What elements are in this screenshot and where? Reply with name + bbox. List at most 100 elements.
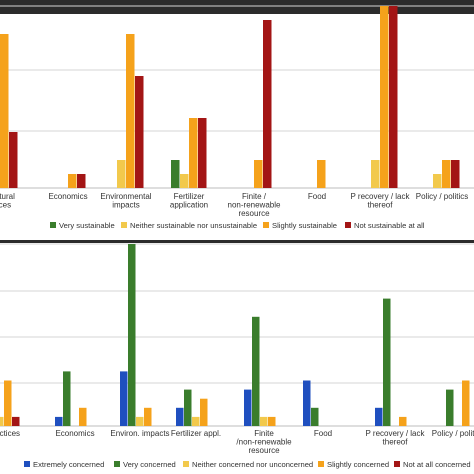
category-label: …eractices <box>0 429 20 438</box>
bar <box>192 416 200 426</box>
bar <box>120 371 128 426</box>
bar <box>383 298 391 426</box>
bar <box>9 132 18 188</box>
bar <box>317 160 326 188</box>
category-label-line: …ices <box>0 201 11 210</box>
bar <box>260 416 268 426</box>
category-label-line: Fertilizer <box>174 192 205 201</box>
bar <box>451 160 460 188</box>
bar <box>189 118 198 188</box>
category-label: P recovery / lack thereof <box>351 192 411 210</box>
category-label-line: non-renewable <box>228 201 281 210</box>
category-label-line: Fertilizer appl. <box>171 429 221 438</box>
legend-swatch <box>50 222 56 228</box>
category-label-line: Finite / <box>242 192 267 201</box>
bar <box>200 398 208 426</box>
category-label-line: Policy / politics <box>416 192 468 201</box>
category-label-line: /non-renewable <box>236 438 292 447</box>
bar <box>399 416 407 426</box>
bar <box>268 416 276 426</box>
category-label-line: Environmental <box>100 192 151 201</box>
category-label-line: application <box>170 201 208 210</box>
legend-label: Slightly sustainable <box>272 221 337 230</box>
category-label-line: Environ. impacts <box>110 429 169 438</box>
category-label: Finite/non-renewable resource <box>236 429 292 455</box>
category-label-line: thereof <box>368 201 394 210</box>
category-label: Economics <box>48 192 87 201</box>
bar <box>12 416 20 426</box>
category-label-line: …eractices <box>0 429 20 438</box>
legend-label: Extremely concerned <box>33 460 104 469</box>
legend-label: Slightly concerned <box>327 460 389 469</box>
legend-swatch <box>318 461 324 467</box>
category-label-line: Economics <box>55 429 94 438</box>
category-label-line: impacts <box>112 201 140 210</box>
bar <box>4 380 12 426</box>
bar <box>311 407 319 426</box>
bar <box>263 20 272 188</box>
bar <box>184 389 192 426</box>
bar <box>128 244 136 426</box>
bar <box>0 416 4 426</box>
bar <box>176 407 184 426</box>
category-label: Food <box>314 429 332 438</box>
bar <box>77 174 86 188</box>
panel-divider <box>0 240 474 243</box>
category-label: Fertilizer appl. <box>171 429 221 438</box>
category-label-line: Food <box>314 429 332 438</box>
category-label: Finite / non-renewable resource <box>228 192 281 218</box>
legend-swatch <box>263 222 269 228</box>
bar <box>303 380 311 426</box>
bar <box>126 34 135 188</box>
bar <box>117 160 126 188</box>
legend-swatch <box>394 461 400 467</box>
legend-label: Not sustainable at all <box>354 221 425 230</box>
bar <box>252 316 260 426</box>
legend-label: Very concerned <box>123 460 176 469</box>
bar <box>389 6 398 188</box>
category-label: Food <box>308 192 326 201</box>
bar <box>446 389 454 426</box>
chart-2: …eractices Economics Environ. impactsFerti… <box>0 243 474 469</box>
legend-swatch <box>24 461 30 467</box>
bar <box>442 160 451 188</box>
category-label-line: Economics <box>48 192 87 201</box>
bar <box>180 174 189 188</box>
category-label: P recovery / lack thereof <box>366 429 426 447</box>
bar <box>55 416 63 426</box>
bar <box>136 416 144 426</box>
legend-swatch <box>345 222 351 228</box>
bar <box>198 118 207 188</box>
category-label-line: P recovery / lack <box>366 429 426 438</box>
chart-1: …ultural…ices Economics Environmentalimpac… <box>0 5 474 230</box>
legend-label: Neither concerned nor unconcerned <box>192 460 313 469</box>
bar <box>380 6 389 188</box>
legend-label: Neither sustainable nor unsustainable <box>130 221 257 230</box>
bar <box>433 174 442 188</box>
bar <box>254 160 263 188</box>
category-label: Policy / politi… <box>432 429 474 438</box>
legend-swatch <box>183 461 189 467</box>
legend: Very sustainable Neither sustainable nor … <box>50 221 425 230</box>
bar <box>371 160 380 188</box>
category-label-line: thereof <box>383 438 409 447</box>
bar <box>144 407 152 426</box>
legend-label: Not at all concerned <box>403 460 471 469</box>
category-label-line: …ultural <box>0 192 15 201</box>
bar <box>171 160 180 188</box>
bar <box>68 174 77 188</box>
category-label: Fertilizer application <box>170 192 208 210</box>
legend-swatch <box>121 222 127 228</box>
bar <box>244 389 252 426</box>
bar <box>79 407 87 426</box>
category-label: Environ. impacts <box>110 429 169 438</box>
category-label: Policy / politics <box>416 192 468 201</box>
legend-label: Very sustainable <box>59 221 115 230</box>
legend-swatch <box>114 461 120 467</box>
category-label-line: Food <box>308 192 326 201</box>
bar <box>63 371 71 426</box>
category-label-line: resource <box>248 446 280 455</box>
category-label: …ultural…ices <box>0 192 15 210</box>
